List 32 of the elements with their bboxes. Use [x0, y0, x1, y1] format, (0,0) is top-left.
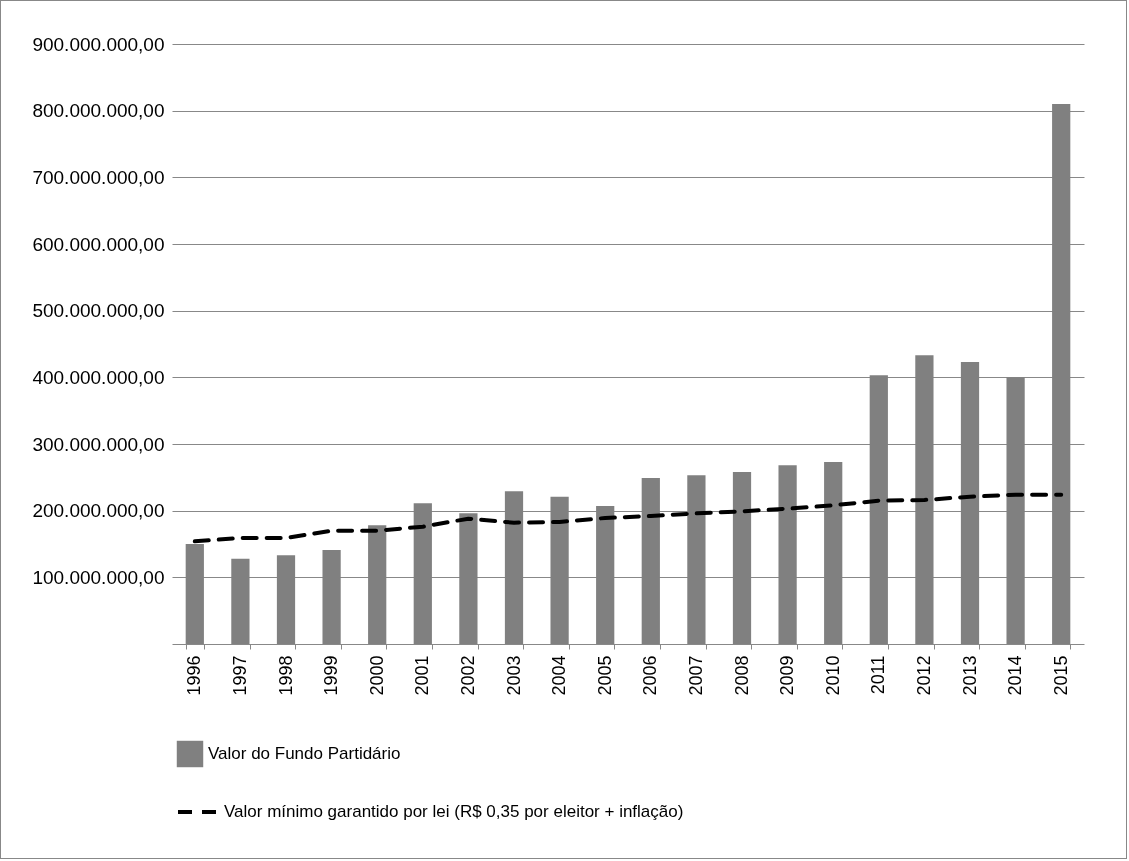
- y-tick-label: 500.000.000,00: [32, 300, 165, 322]
- y-tick-label: 700.000.000,00: [32, 166, 165, 188]
- x-tick-label: 2005: [594, 655, 615, 696]
- x-tick-label: 2001: [412, 655, 433, 696]
- x-tick-label: 2008: [731, 655, 752, 696]
- x-tick-label: 2007: [685, 655, 706, 696]
- y-tick-label: 600.000.000,00: [32, 233, 165, 255]
- x-tick-label: 2006: [640, 655, 661, 696]
- y-tick-label: 100.000.000,00: [32, 566, 165, 588]
- x-tick-label: 1998: [275, 655, 296, 696]
- x-tick-label: 2002: [457, 655, 478, 696]
- x-tick-label: 2009: [777, 655, 798, 696]
- y-tick-label: 800.000.000,00: [32, 100, 165, 122]
- x-tick-label: 2000: [366, 655, 387, 696]
- x-tick-label: 1996: [184, 655, 205, 696]
- line-series: [192, 492, 1064, 544]
- x-tick-label: 2010: [822, 655, 843, 696]
- y-tick-label: 900.000.000,00: [32, 33, 165, 55]
- x-tick-label: 2014: [1005, 655, 1026, 696]
- x-tick-label: 2013: [959, 655, 980, 696]
- legend-label: Valor mínimo garantido por lei (R$ 0,35 por eleitor + inflação): [224, 802, 684, 821]
- x-tick-label: 2003: [503, 655, 524, 696]
- y-tick-label: 400.000.000,00: [32, 366, 165, 388]
- x-tick-label: 2004: [549, 655, 570, 696]
- x-tick-label: 2011: [868, 655, 889, 695]
- y-tick-label: 300.000.000,00: [32, 433, 165, 455]
- legend-label: Valor do Fundo Partidário: [208, 744, 401, 763]
- x-tick-label: 2012: [913, 655, 934, 696]
- x-tick-label: 2015: [1050, 655, 1071, 696]
- x-tick-label: 1997: [229, 655, 250, 696]
- x-tick-label: 1999: [321, 655, 342, 696]
- y-tick-label: 200.000.000,00: [32, 500, 165, 522]
